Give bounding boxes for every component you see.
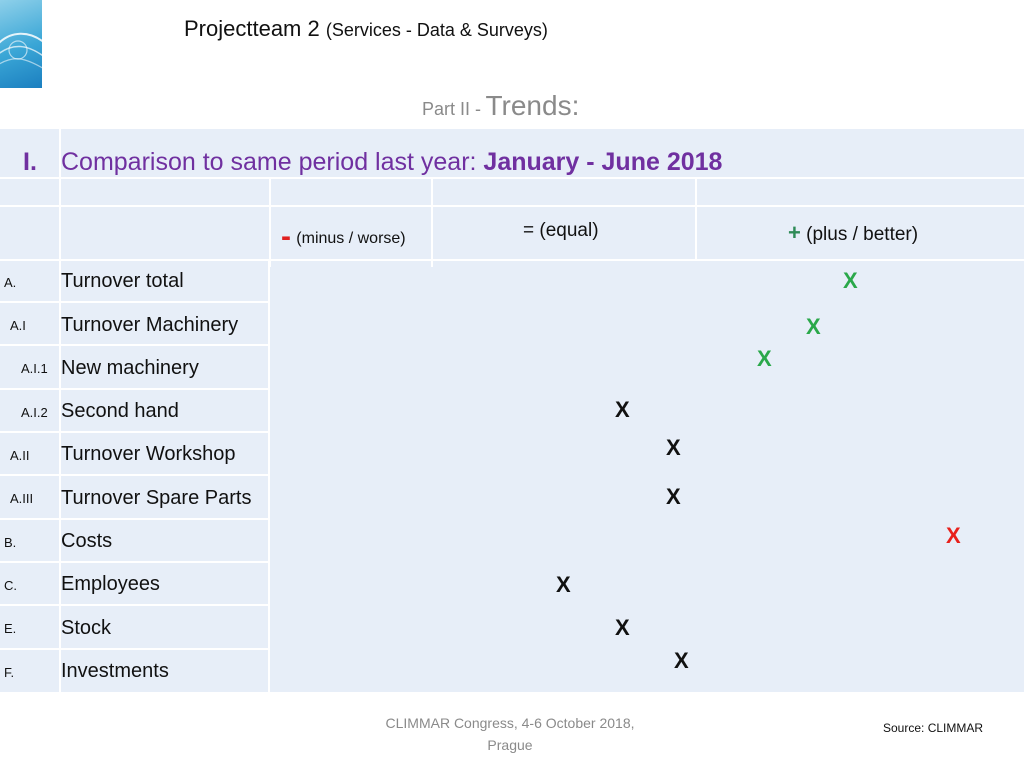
trends-table (0, 129, 1024, 692)
row-mark: X (615, 397, 630, 422)
plus-symbol: + (788, 220, 801, 245)
section-heading: Comparison to same period last year: Jan… (61, 148, 722, 177)
row-label: Turnover Workshop (61, 443, 236, 465)
climmar-logo (0, 0, 42, 88)
row-code: A.I (10, 318, 26, 333)
minus-symbol: - (281, 220, 291, 253)
part-title: Part II - Trends: (422, 90, 579, 122)
section-heading-text: Comparison to same period last year: (61, 148, 477, 176)
title-main: Projectteam 2 (184, 16, 320, 41)
row-mark: X (666, 435, 681, 460)
equal-label: = (equal) (523, 220, 599, 241)
grid-line (0, 301, 268, 303)
row-code: A.I.2 (21, 405, 48, 420)
source-note: Source: CLIMMAR (883, 721, 984, 735)
row-label: Turnover total (61, 270, 184, 292)
grid-line (0, 431, 268, 433)
row-code: A.II (10, 448, 30, 463)
footer-line-1: CLIMMAR Congress, 4-6 October 2018, (385, 715, 635, 731)
column-header-equal: = (equal) (523, 220, 599, 242)
row-mark: X (946, 523, 961, 548)
page-title: Projectteam 2 (Services - Data & Surveys… (184, 16, 548, 42)
section-period: January - June 2018 (483, 148, 723, 176)
row-label: Turnover Spare Parts (61, 487, 252, 509)
grid-line (0, 648, 268, 650)
grid-line (0, 259, 1024, 261)
row-mark: X (615, 615, 630, 640)
grid-line (0, 177, 1024, 179)
row-code: A.III (10, 491, 34, 506)
row-code: B. (4, 535, 17, 550)
row-label: Stock (61, 617, 112, 639)
grid-line (695, 177, 697, 261)
row-code: F. (4, 665, 15, 680)
grid-line (431, 177, 433, 267)
row-label: Turnover Machinery (61, 314, 239, 336)
row-mark: X (674, 648, 689, 673)
grid-line (0, 561, 268, 563)
row-mark: X (757, 346, 772, 371)
grid-line (269, 177, 271, 267)
row-label: Employees (61, 573, 160, 595)
row-mark: X (843, 268, 858, 293)
grid-line (0, 205, 1024, 207)
plus-label: (plus / better) (806, 224, 919, 245)
row-code: E. (4, 621, 17, 636)
grid-line (0, 604, 268, 606)
grid-line (0, 344, 268, 346)
grid-line (0, 518, 268, 520)
row-label: Second hand (61, 400, 179, 422)
grid-line (0, 474, 268, 476)
row-label: Costs (61, 530, 113, 552)
footer-line-2: Prague (487, 737, 533, 753)
grid-line (0, 388, 268, 390)
column-header-plus: + (plus / better) (788, 220, 918, 246)
footer-event: CLIMMAR Congress, 4-6 October 2018, Prag… (360, 712, 660, 756)
row-label: New machinery (61, 357, 199, 379)
grid-line (59, 129, 61, 692)
part-prefix: Part II - (422, 99, 482, 119)
part-heading: Trends: (485, 90, 580, 121)
row-mark: X (666, 484, 681, 509)
row-mark: X (556, 572, 571, 597)
minus-label: (minus / worse) (296, 230, 406, 247)
row-code: A. (4, 275, 17, 290)
section-number: I. (23, 148, 37, 176)
row-mark: X (806, 314, 821, 339)
grid-line (268, 261, 270, 692)
row-code: C. (4, 578, 17, 593)
logo-swirl-icon (0, 32, 42, 69)
column-header-minus: - (minus / worse) (281, 220, 406, 254)
row-label: Investments (61, 660, 169, 682)
row-code: A.I.1 (21, 361, 48, 376)
title-subtitle: (Services - Data & Surveys) (325, 20, 548, 40)
